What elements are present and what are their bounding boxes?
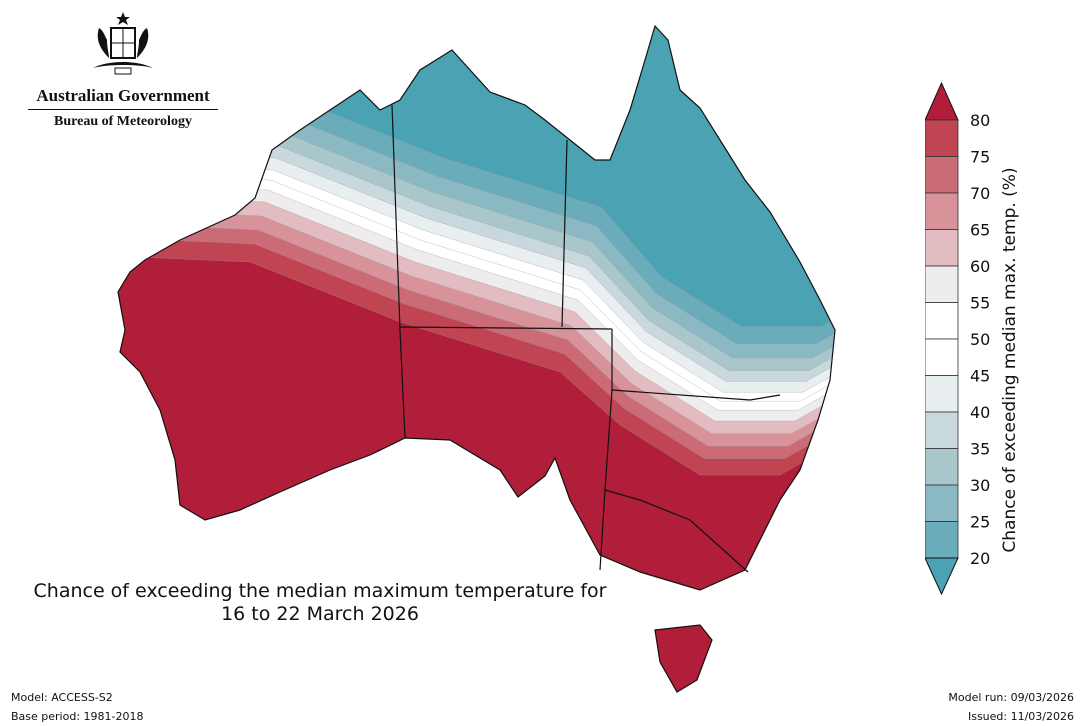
colorbar-band [925,411,959,449]
bom-logo: Australian Government Bureau of Meteorol… [28,10,218,130]
issued-text: Issued: 11/03/2026 [967,710,1074,723]
state-borders [391,104,781,573]
border-qld-nsw [611,389,781,401]
colorbar-tick-label: 35 [970,440,990,459]
title-line-2: 16 to 22 March 2026 [221,603,419,625]
colorbar-tick-label: 80 [970,111,990,130]
tasmania-coastline [654,624,713,693]
colorbar-band [925,156,959,194]
colorbar-band [925,375,959,413]
colorbar-label: Chance of exceeding median max. temp. (%… [1000,167,1020,553]
model-run-text: Model run: 09/03/2026 [948,691,1074,704]
colorbar-extend-high [925,82,959,121]
logo-government-text: Australian Government [28,86,218,110]
border-nsw-vic [604,489,749,573]
colorbar-tick-label: 70 [970,184,990,203]
model-text: Model: ACCESS-S2 [11,691,113,704]
colorbar-band [925,338,959,376]
colorbar-band [925,119,959,157]
colorbar-band [925,448,959,486]
colorbar: 80 75 70 65 60 55 50 45 40 35 30 25 20 [925,82,990,596]
colorbar-tick-label: 45 [970,367,990,386]
australia-map [117,24,836,693]
colorbar-tick-label: 30 [970,476,990,495]
map-title: Chance of exceeding the median maximum t… [0,580,640,626]
colorbar-band [925,192,959,230]
colorbar-band [925,484,959,522]
colorbar-tick-label: 65 [970,221,990,240]
border-nt-sa [399,326,613,330]
border-sa-east [599,329,613,571]
colorbar-band [925,521,959,559]
colorbar-tick-label: 60 [970,257,990,276]
colorbar-extend-low [925,557,959,596]
colorbar-tick-label: 20 [970,549,990,568]
colorbar-tick-label: 75 [970,148,990,167]
colorbar-tick-label: 50 [970,330,990,349]
base-period-text: Base period: 1981-2018 [11,710,144,723]
coat-of-arms-icon [93,12,153,75]
footer-right: Model run: 09/03/2026 Issued: 11/03/2026 [948,688,1074,726]
footer-left: Model: ACCESS-S2 Base period: 1981-2018 [11,688,143,726]
logo-agency-text: Bureau of Meteorology [54,114,192,129]
title-line-1: Chance of exceeding the median maximum t… [33,580,607,602]
border-wa [391,104,406,439]
mainland-coastline [117,24,836,591]
colorbar-band [925,265,959,303]
colorbar-tick-label: 25 [970,513,990,532]
colorbar-band [925,229,959,267]
border-nt-qld [561,139,568,328]
colorbar-tick-label: 40 [970,403,990,422]
colorbar-band [925,302,959,340]
colorbar-tick-label: 55 [970,294,990,313]
